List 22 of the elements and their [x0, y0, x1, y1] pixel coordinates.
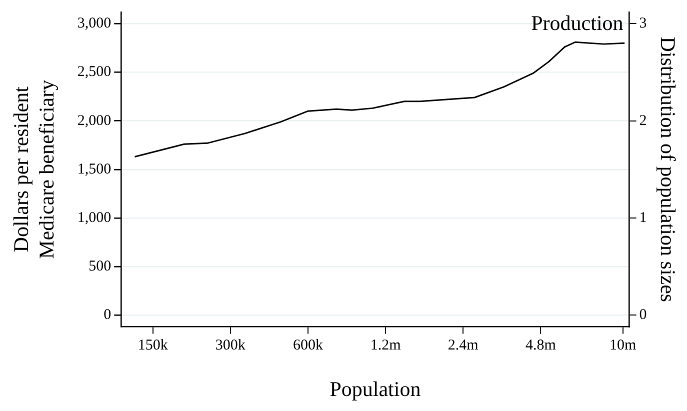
y2-tick-label: 3 [639, 16, 647, 32]
x-axis-title: Population [330, 376, 422, 401]
x-tick-label: 600k [292, 338, 324, 354]
x-tick-label: 4.8m [525, 338, 556, 354]
x-tick-label: 1.2m [370, 338, 402, 354]
y2-axis-title: Distribution of population sizes [656, 36, 680, 302]
y-tick-label: 0 [104, 307, 112, 324]
y-tick-label: 3,000 [77, 16, 112, 32]
x-tick-label: 300k [215, 338, 246, 354]
y-tick-label: 2,500 [77, 64, 112, 80]
x-tick-label: 10m [609, 338, 636, 354]
y-tick-label: 2,000 [77, 112, 112, 129]
y2-tick-label: 1 [639, 210, 647, 226]
y2-tick-label: 0 [639, 307, 647, 324]
y-tick-label: 1,500 [77, 161, 112, 178]
y-tick-label: 500 [88, 258, 112, 274]
y-axis-title: Dollars per resident Medicare beneficiary [9, 79, 58, 259]
y-tick-label: 1,000 [77, 210, 112, 226]
x-tick-label: 2.4m [448, 338, 479, 354]
x-tick-label: 150k [138, 338, 168, 354]
chart-title: Production [531, 11, 624, 36]
y2-tick-label: 2 [639, 112, 647, 129]
